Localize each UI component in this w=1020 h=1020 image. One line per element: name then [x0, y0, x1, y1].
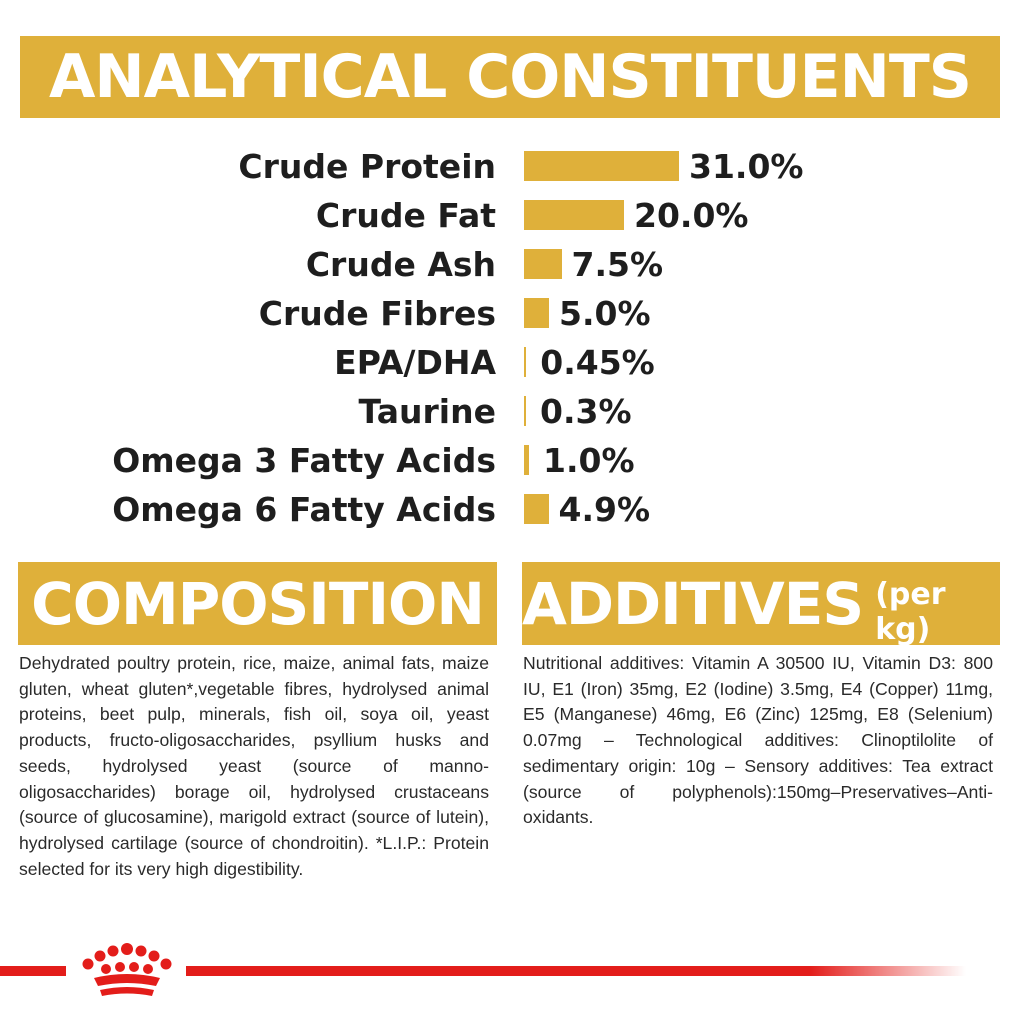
- nutrient-bar: [524, 151, 679, 181]
- composition-text: Dehydrated poultry protein, rice, maize,…: [19, 653, 489, 879]
- nutrient-bar: [524, 249, 562, 279]
- nutrient-label: Crude Fat: [315, 196, 496, 235]
- nutrient-label: Crude Fibres: [258, 294, 496, 333]
- crown-icon: [82, 943, 172, 996]
- nutrient-value: 0.45%: [540, 343, 655, 382]
- brand-line-right: [186, 966, 966, 976]
- nutrient-label: EPA/DHA: [334, 343, 496, 382]
- additives-title-suffix: (per kg): [875, 576, 946, 647]
- nutrient-bar: [524, 396, 526, 426]
- nutrient-label: Omega 3 Fatty Acids: [112, 441, 496, 480]
- analytical-constituents-header: ANALYTICAL CONSTITUENTS: [20, 36, 1000, 118]
- analytical-title: ANALYTICAL CONSTITUENTS: [49, 42, 972, 112]
- composition-title: COMPOSITION: [31, 569, 485, 638]
- nutrient-row: EPA/DHA 0.45%: [0, 340, 1020, 386]
- nutrient-row: Taurine 0.3%: [0, 389, 1020, 435]
- nutrient-bar: [524, 494, 549, 524]
- nutrient-label: Crude Protein: [238, 147, 496, 186]
- nutrient-bar: [524, 200, 624, 230]
- nutrient-value: 4.9%: [558, 490, 651, 529]
- nutrient-label: Taurine: [358, 392, 496, 431]
- nutrient-label: Omega 6 Fatty Acids: [112, 490, 496, 529]
- nutrient-row: Crude Fat 20.0%: [0, 193, 1020, 239]
- nutrient-row: Omega 3 Fatty Acids 1.0%: [0, 438, 1020, 484]
- nutrient-bar: [524, 347, 527, 377]
- nutrient-row: Omega 6 Fatty Acids 4.9%: [0, 487, 1020, 533]
- nutrient-value: 0.3%: [540, 392, 632, 431]
- composition-header: COMPOSITION: [18, 562, 497, 645]
- nutrient-value: 1.0%: [543, 441, 635, 480]
- nutrient-row: Crude Protein 31.0%: [0, 144, 1020, 190]
- brand-line-left: [0, 966, 66, 976]
- nutrient-row: Crude Ash 7.5%: [0, 242, 1020, 288]
- nutrient-row: Crude Fibres 5.0%: [0, 291, 1020, 337]
- nutrient-label: Crude Ash: [305, 245, 496, 284]
- nutrient-bar: [524, 298, 549, 328]
- additives-text: Nutritional additives: Vitamin A 30500 I…: [523, 653, 993, 828]
- nutrient-value: 31.0%: [689, 147, 804, 186]
- nutrient-value: 5.0%: [559, 294, 651, 333]
- additives-title: ADDITIVES: [522, 569, 864, 638]
- nutrient-value: 20.0%: [634, 196, 749, 235]
- nutrient-value: 7.5%: [571, 245, 664, 284]
- nutrient-bar: [524, 445, 529, 475]
- additives-header: ADDITIVES (per kg): [522, 562, 1000, 647]
